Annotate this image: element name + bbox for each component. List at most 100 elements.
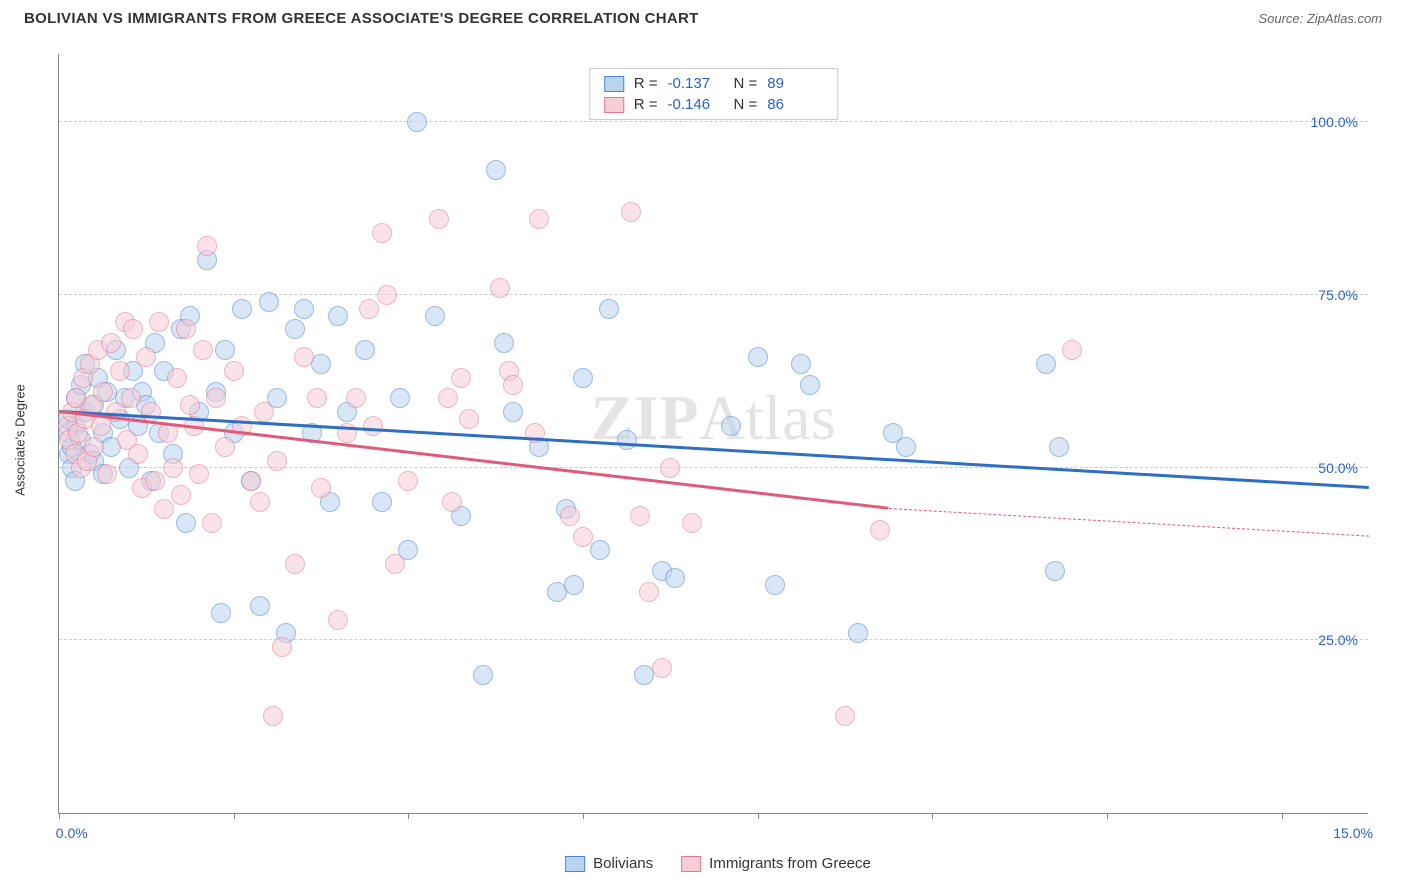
stats-row: R = -0.146 N = 86 bbox=[604, 94, 824, 115]
data-point bbox=[639, 582, 659, 602]
data-point bbox=[97, 464, 117, 484]
regression-line-dashed bbox=[889, 508, 1369, 537]
data-point bbox=[429, 209, 449, 229]
x-tick-label: 0.0% bbox=[56, 825, 88, 841]
data-point bbox=[390, 388, 410, 408]
data-point bbox=[442, 492, 462, 512]
data-point bbox=[121, 388, 141, 408]
data-point bbox=[84, 437, 104, 457]
data-point bbox=[176, 513, 196, 533]
data-point bbox=[272, 637, 292, 657]
data-point bbox=[870, 520, 890, 540]
data-point bbox=[721, 416, 741, 436]
x-tick bbox=[583, 813, 584, 819]
data-point bbox=[800, 375, 820, 395]
data-point bbox=[241, 471, 261, 491]
data-point bbox=[128, 444, 148, 464]
data-point bbox=[311, 478, 331, 498]
data-point bbox=[1036, 354, 1056, 374]
data-point bbox=[438, 388, 458, 408]
data-point bbox=[163, 458, 183, 478]
data-point bbox=[630, 506, 650, 526]
stat-n-value: 89 bbox=[767, 75, 823, 92]
legend-label-blue: Bolivians bbox=[593, 855, 653, 872]
data-point bbox=[93, 382, 113, 402]
data-point bbox=[285, 554, 305, 574]
data-point bbox=[294, 299, 314, 319]
gridline bbox=[59, 294, 1368, 295]
data-point bbox=[503, 375, 523, 395]
data-point bbox=[652, 658, 672, 678]
data-point bbox=[167, 368, 187, 388]
y-tick-label: 50.0% bbox=[1318, 460, 1358, 476]
y-tick-label: 25.0% bbox=[1318, 632, 1358, 648]
gridline bbox=[59, 639, 1368, 640]
data-point bbox=[193, 340, 213, 360]
data-point bbox=[473, 665, 493, 685]
data-point bbox=[590, 540, 610, 560]
y-tick-label: 100.0% bbox=[1311, 114, 1358, 130]
x-tick-label: 15.0% bbox=[1333, 825, 1373, 841]
data-point bbox=[451, 368, 471, 388]
data-point bbox=[206, 388, 226, 408]
data-point bbox=[791, 354, 811, 374]
data-point bbox=[254, 402, 274, 422]
data-point bbox=[1062, 340, 1082, 360]
data-point bbox=[202, 513, 222, 533]
data-point bbox=[425, 306, 445, 326]
data-point bbox=[573, 368, 593, 388]
legend-label-pink: Immigrants from Greece bbox=[709, 855, 871, 872]
stat-r-label: R = bbox=[634, 75, 658, 92]
stats-box: R = -0.137 N = 89 R = -0.146 N = 86 bbox=[589, 68, 839, 120]
data-point bbox=[377, 285, 397, 305]
x-tick bbox=[932, 813, 933, 819]
data-point bbox=[215, 437, 235, 457]
data-point bbox=[211, 603, 231, 623]
data-point bbox=[346, 388, 366, 408]
data-point bbox=[180, 395, 200, 415]
x-tick bbox=[1107, 813, 1108, 819]
stats-swatch bbox=[604, 97, 624, 113]
data-point bbox=[560, 506, 580, 526]
data-point bbox=[136, 347, 156, 367]
data-point bbox=[263, 706, 283, 726]
stat-n-label: N = bbox=[734, 75, 758, 92]
data-point bbox=[154, 499, 174, 519]
legend-item-greece: Immigrants from Greece bbox=[681, 855, 871, 872]
data-point bbox=[101, 333, 121, 353]
legend: Bolivians Immigrants from Greece bbox=[565, 855, 871, 872]
chart-container: Associate's Degree ZIPAtlas R =-0.137N =… bbox=[48, 40, 1388, 840]
data-point bbox=[617, 430, 637, 450]
data-point bbox=[311, 354, 331, 374]
data-point bbox=[1045, 561, 1065, 581]
header: BOLIVIAN VS IMMIGRANTS FROM GREECE ASSOC… bbox=[0, 0, 1406, 31]
data-point bbox=[896, 437, 916, 457]
data-point bbox=[503, 402, 523, 422]
data-point bbox=[490, 278, 510, 298]
data-point bbox=[372, 492, 392, 512]
data-point bbox=[599, 299, 619, 319]
data-point bbox=[660, 458, 680, 478]
data-point bbox=[285, 319, 305, 339]
data-point bbox=[171, 485, 191, 505]
data-point bbox=[328, 306, 348, 326]
gridline bbox=[59, 121, 1368, 122]
data-point bbox=[682, 513, 702, 533]
data-point bbox=[385, 554, 405, 574]
data-point bbox=[359, 299, 379, 319]
stat-r-value: -0.146 bbox=[668, 96, 724, 113]
data-point bbox=[529, 209, 549, 229]
stats-row: R = -0.137 N = 89 bbox=[604, 73, 824, 94]
stat-n-value: 86 bbox=[767, 96, 823, 113]
data-point bbox=[215, 340, 235, 360]
data-point bbox=[294, 347, 314, 367]
data-point bbox=[573, 527, 593, 547]
stat-r-label: R = bbox=[634, 96, 658, 113]
stat-n-label: N = bbox=[734, 96, 758, 113]
data-point bbox=[748, 347, 768, 367]
swatch-pink bbox=[681, 856, 701, 872]
stat-r-value: -0.137 bbox=[668, 75, 724, 92]
data-point bbox=[110, 361, 130, 381]
chart-title: BOLIVIAN VS IMMIGRANTS FROM GREECE ASSOC… bbox=[24, 10, 699, 27]
x-tick bbox=[1282, 813, 1283, 819]
